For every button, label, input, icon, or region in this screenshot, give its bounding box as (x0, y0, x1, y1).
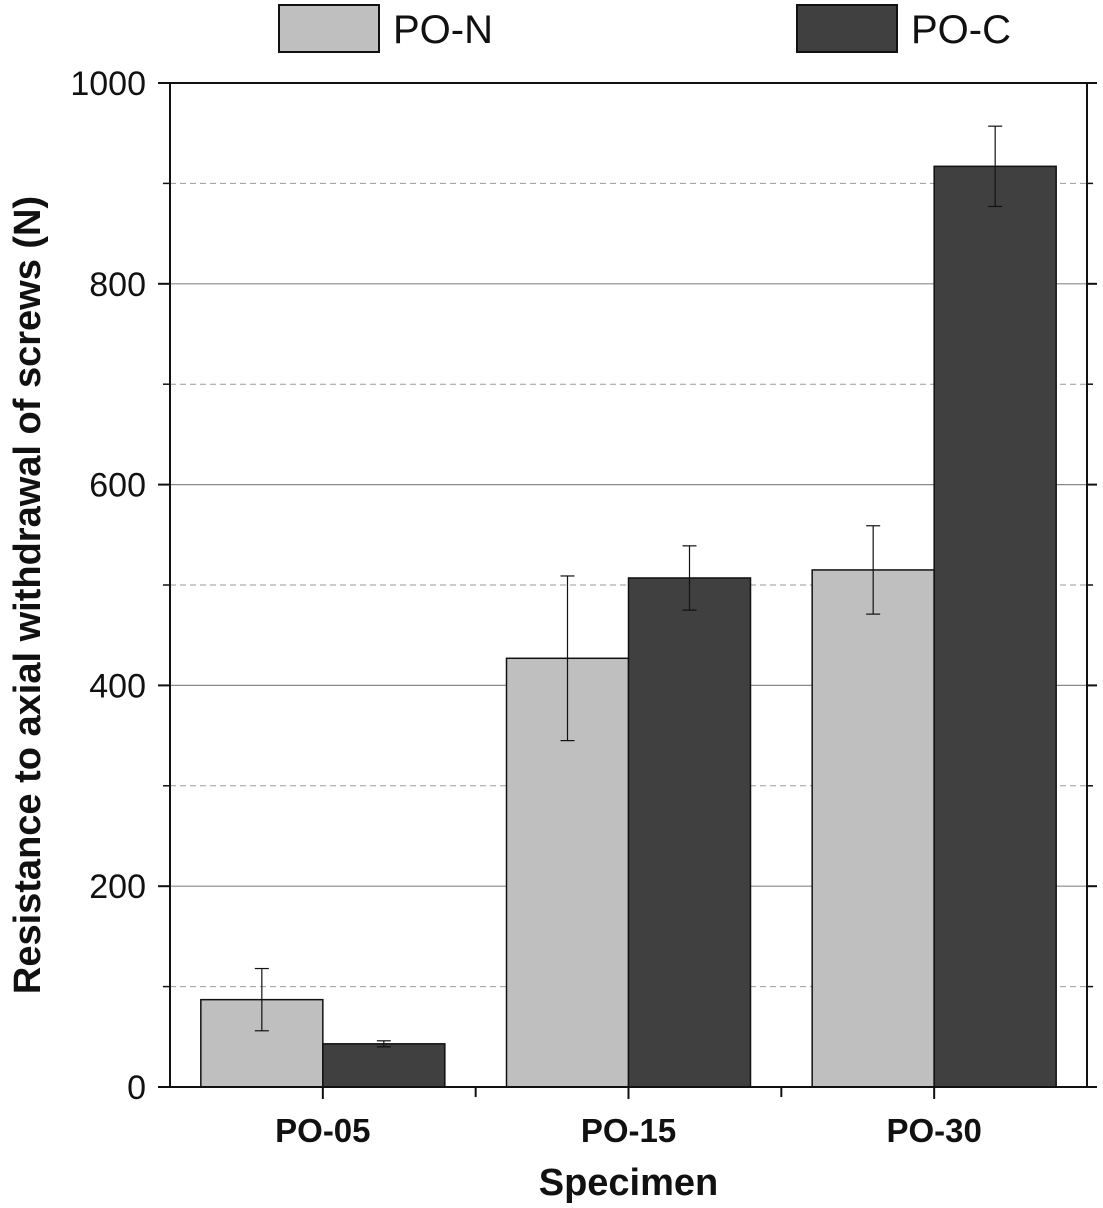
x-tick-label-PO-30: PO-30 (886, 1112, 981, 1149)
legend-label-PO-C: PO-C (911, 8, 1011, 52)
y-tick-label-1000: 1000 (70, 65, 146, 103)
legend: PO-N PO-C (278, 4, 1011, 53)
bar-PO-C-PO-30 (933, 165, 1057, 1088)
legend-swatch-PO-C (796, 4, 898, 53)
x-tick-label-PO-15: PO-15 (581, 1112, 676, 1149)
error-bars (254, 125, 1003, 1048)
bar-PO-C-PO-15 (627, 577, 752, 1088)
y-tick-label-0: 0 (127, 1069, 146, 1107)
bars (200, 165, 1057, 1088)
x-axis-ticks: PO-05 PO-15 PO-30 (275, 1087, 982, 1149)
x-tick-label-PO-05: PO-05 (275, 1112, 370, 1149)
y-axis-ticks: 0 200 400 600 800 1000 (70, 65, 1097, 1107)
y-tick-label-200: 200 (89, 868, 146, 906)
x-axis-title: Specimen (539, 1162, 719, 1204)
bar-PO-C-PO-05 (322, 1043, 446, 1088)
y-axis-title: Resistance to axial withdrawal of screws… (7, 196, 49, 994)
legend-swatch-PO-N (278, 4, 380, 53)
y-tick-label-800: 800 (89, 266, 146, 304)
y-tick-label-600: 600 (89, 467, 146, 505)
bar-PO-N-PO-30 (811, 569, 935, 1088)
y-tick-label-400: 400 (89, 667, 146, 705)
legend-label-PO-N: PO-N (393, 8, 493, 52)
